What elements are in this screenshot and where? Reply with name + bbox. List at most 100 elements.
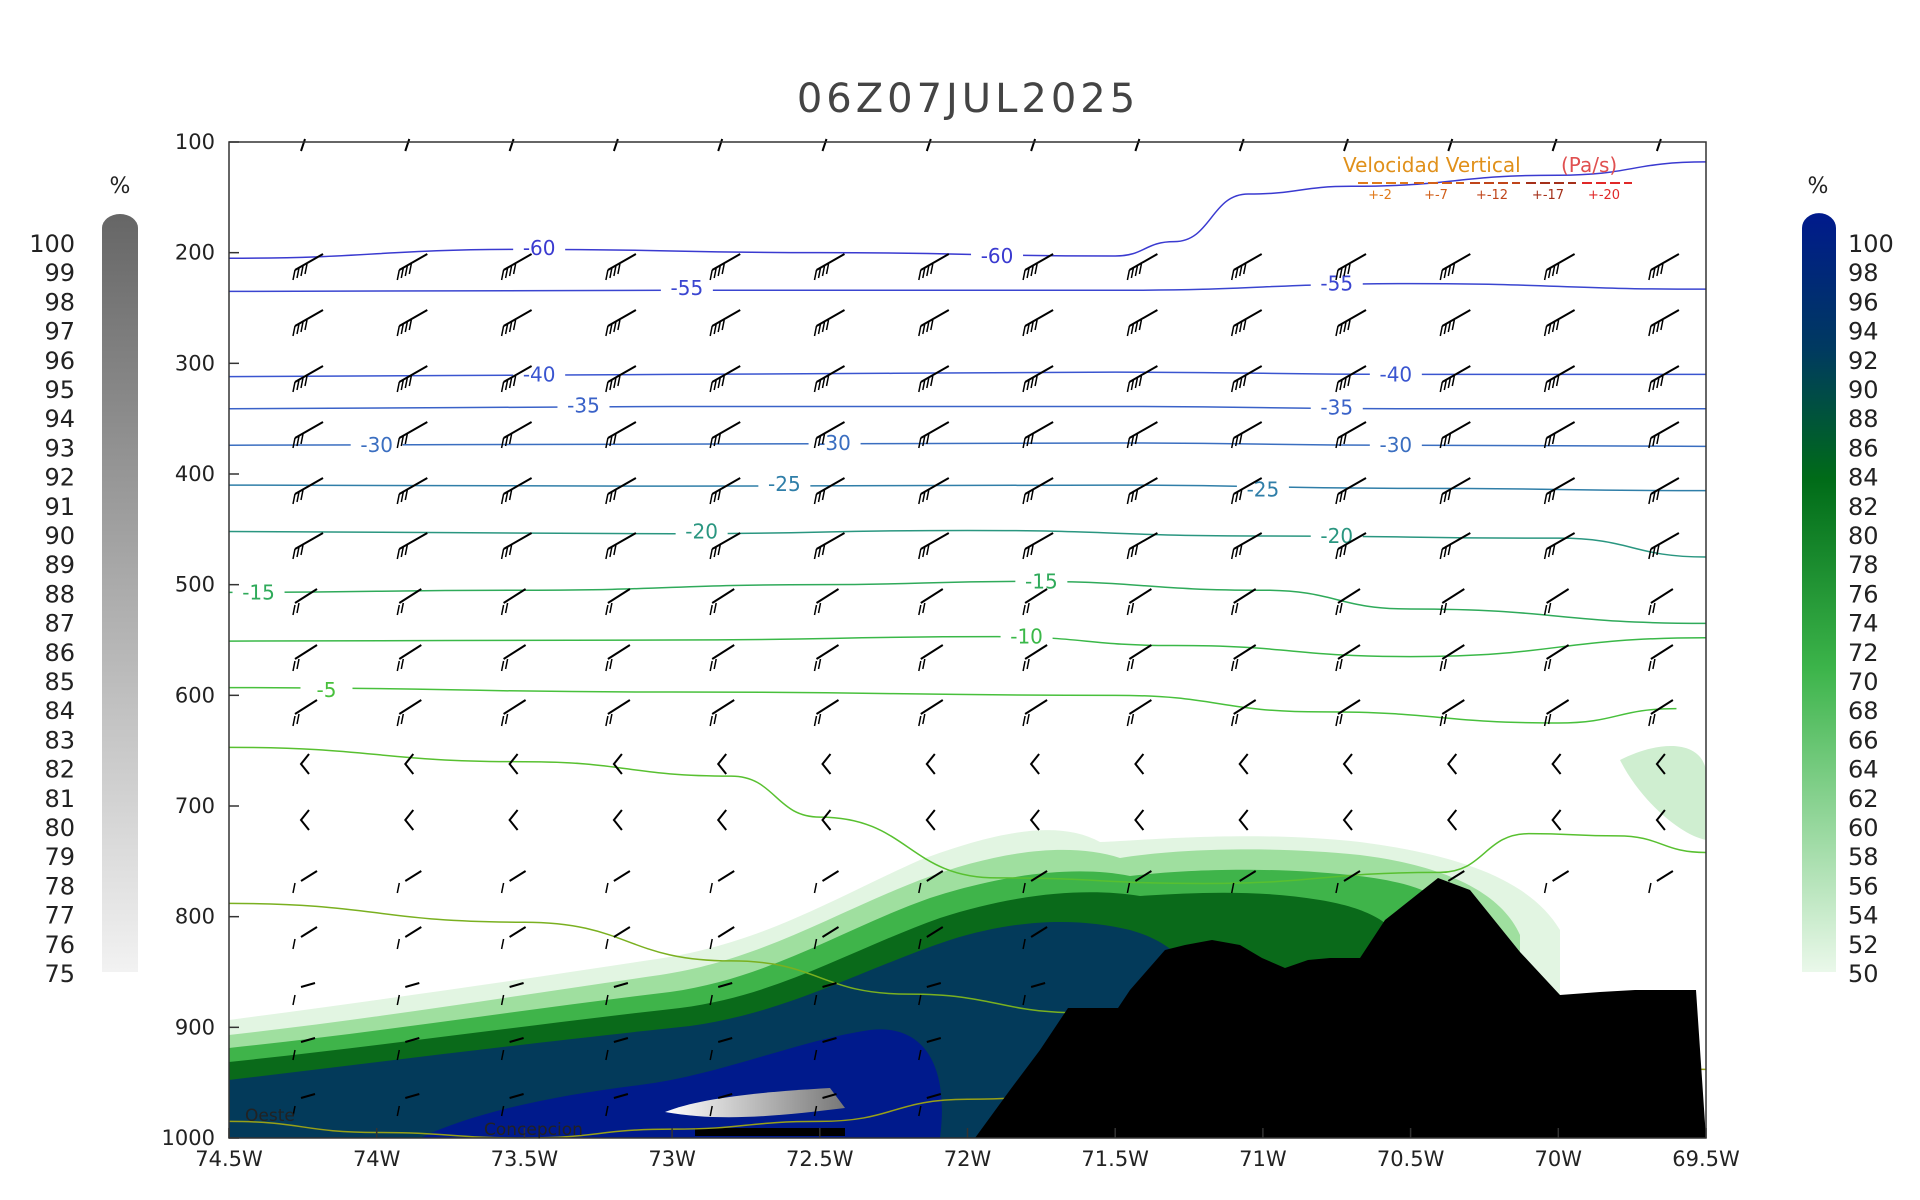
- right-colorbar-label: 74: [1848, 610, 1879, 638]
- wind-barb-feather: [292, 325, 296, 337]
- left-colorbar-label: 83: [44, 726, 75, 754]
- wind-barb-feather: [1543, 660, 1548, 672]
- wind-barb-feather: [709, 994, 713, 1006]
- wind-barb-feather: [926, 265, 930, 277]
- wind-barb-feather: [605, 1049, 609, 1061]
- wind-barb-feather: [926, 433, 930, 445]
- wind-barb: [920, 644, 944, 660]
- wind-barb-feather: [922, 602, 926, 614]
- wind-barb-feather: [709, 604, 713, 616]
- wind-barb-feather: [396, 938, 401, 950]
- y-tick-label: 500: [175, 573, 215, 597]
- contour-label: -15: [1025, 569, 1058, 593]
- wind-barb-feather: [512, 263, 517, 275]
- wind-barb: [1441, 309, 1471, 327]
- wind-barb-feather: [1130, 491, 1135, 503]
- wind-barb-feather: [1234, 546, 1239, 558]
- left-colorbar-label: 81: [44, 785, 75, 813]
- wind-barb-feather: [709, 548, 713, 560]
- vv-legend-unit: (Pa/s): [1561, 153, 1617, 177]
- wind-barb-feather: [396, 604, 401, 616]
- contour-label: -40: [1379, 362, 1412, 386]
- contour-label-bg: [513, 362, 566, 385]
- wind-barb-feather: [1443, 658, 1448, 670]
- left-colorbar-label: 93: [44, 434, 75, 462]
- wind-barb: [1134, 870, 1152, 882]
- wind-barb-feather: [296, 323, 300, 335]
- wind-barb-feather: [717, 489, 721, 501]
- wind-barb-feather: [717, 321, 721, 333]
- wind-barb-feather: [918, 882, 922, 894]
- wind-barb-feather: [504, 435, 509, 447]
- wind-barb-feather: [408, 319, 413, 331]
- wind-barb: [920, 253, 950, 271]
- wind-barb: [1546, 253, 1576, 271]
- wind-barb-feather: [508, 489, 513, 501]
- wind-barb-feather: [292, 381, 296, 393]
- wind-barb-feather: [1648, 437, 1652, 449]
- wind-barb-feather: [1652, 379, 1656, 391]
- wind-barb-feather: [1335, 715, 1339, 727]
- wind-barb: [1655, 809, 1666, 831]
- wind-barb-feather: [605, 493, 609, 505]
- wind-barb-feather: [813, 381, 818, 393]
- wind-barb-feather: [396, 269, 401, 281]
- wind-barb-feather: [821, 489, 826, 501]
- wind-barb-feather: [813, 660, 818, 672]
- contour-label: -20: [685, 520, 718, 544]
- wind-barb-feather: [922, 435, 926, 447]
- wind-barb-feather: [1451, 319, 1456, 331]
- wind-barb-feather: [709, 938, 713, 950]
- wind-barb: [607, 477, 637, 495]
- wind-barb: [1551, 138, 1558, 152]
- wind-barb: [1552, 870, 1570, 882]
- wind-barb: [1238, 753, 1249, 775]
- wind-barb-feather: [1130, 713, 1135, 725]
- wind-barb: [1233, 421, 1263, 439]
- wind-barb-feather: [304, 263, 308, 275]
- wind-barb-feather: [1652, 267, 1656, 279]
- wind-barb-feather: [922, 267, 926, 279]
- wind-barb-feather: [813, 938, 818, 950]
- wind-barb: [509, 926, 527, 938]
- wind-barb: [294, 421, 324, 439]
- wind-barb-feather: [1652, 658, 1656, 670]
- wind-barb: [920, 532, 950, 550]
- wind-barb: [717, 1093, 733, 1099]
- wind-barb: [1342, 753, 1353, 775]
- x-axis: 74.5W 74W 73.5W 73W 72.5W 72W 71.5W 71W 70.5W 70W…: [195, 1128, 1740, 1171]
- contour-label: -40: [523, 362, 556, 386]
- wind-barb-feather: [817, 713, 822, 725]
- wind-barb: [716, 753, 727, 775]
- wind-barb: [711, 699, 735, 715]
- wind-barb: [815, 588, 840, 604]
- wind-barb-feather: [617, 319, 621, 331]
- wind-barb-feather: [918, 715, 922, 727]
- wind-barb: [1128, 365, 1158, 383]
- vv-legend-title: Velocidad Vertical: [1343, 153, 1521, 177]
- wind-barb-feather: [1343, 433, 1347, 445]
- temperature-contour: [229, 282, 1706, 293]
- right-colorbar-label: 62: [1848, 785, 1879, 813]
- contour-label-bg: [971, 243, 1024, 266]
- wind-barb: [717, 982, 733, 988]
- wind-barb-feather: [1648, 325, 1652, 337]
- wind-barb-feather: [504, 267, 509, 279]
- wind-barb: [711, 365, 741, 383]
- wind-barb: [508, 138, 515, 152]
- x-tick-label: 72.5W: [786, 1147, 854, 1171]
- wind-barb-feather: [1343, 377, 1347, 389]
- wind-barb-feather: [1234, 267, 1239, 279]
- wind-barb-feather: [1547, 491, 1552, 503]
- wind-barb-feather: [817, 491, 822, 503]
- wind-barb-feather: [605, 269, 609, 281]
- wind-barb: [503, 253, 533, 271]
- wind-barb-feather: [1234, 658, 1239, 670]
- wind-barb-feather: [605, 938, 609, 950]
- wind-barb-feather: [1543, 604, 1548, 616]
- wind-barb: [920, 309, 950, 327]
- wind-barb-feather: [922, 713, 926, 725]
- wind-barb-feather: [821, 544, 826, 556]
- wind-barb-feather: [609, 602, 613, 614]
